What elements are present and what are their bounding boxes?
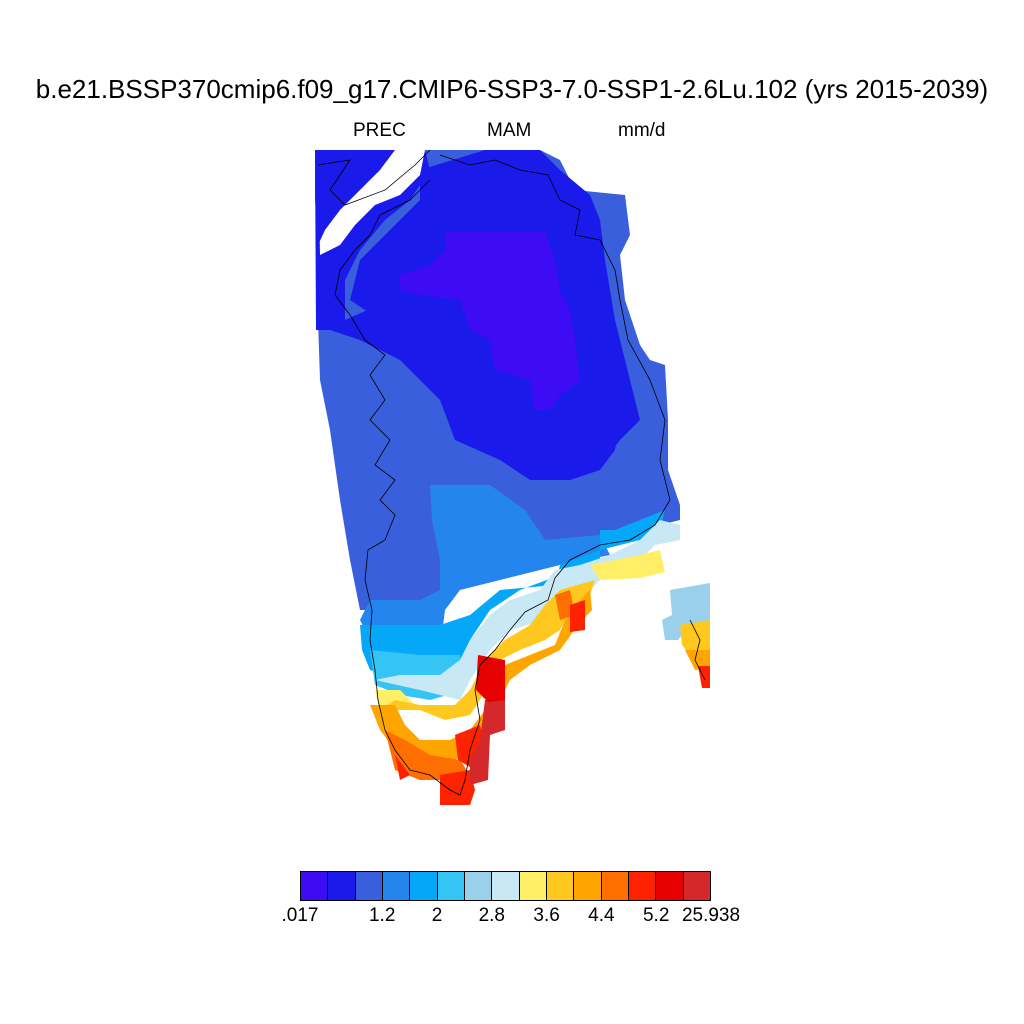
colorbar-tick-label: 5.2 bbox=[642, 905, 670, 926]
colorbar-tick-label: 2.8 bbox=[478, 905, 506, 926]
colorbar-box bbox=[355, 872, 383, 900]
colorbar-tick-label: 1.2 bbox=[368, 905, 396, 926]
units-label: mm/d bbox=[618, 120, 666, 141]
colorbar-box bbox=[519, 872, 547, 900]
map-region-level-14 bbox=[476, 655, 505, 702]
map-region-level-4 bbox=[360, 485, 610, 655]
colorbar-box bbox=[574, 872, 602, 900]
coastline bbox=[317, 149, 706, 796]
colorbar-box bbox=[492, 872, 520, 900]
colorbar-box bbox=[437, 872, 465, 900]
map-region-level-2c bbox=[315, 150, 395, 245]
map-region-level-5 bbox=[360, 510, 665, 685]
map-region-level-15 bbox=[470, 700, 505, 785]
plot-title: b.e21.BSSP370cmip6.f09_g17.CMIP6-SSP3-7.… bbox=[35, 74, 989, 104]
map-east-island-hot bbox=[685, 650, 710, 670]
colorbar-box bbox=[546, 872, 575, 900]
colorbar-tick-label: 25.938 bbox=[681, 905, 741, 926]
colorbar-box bbox=[656, 872, 684, 900]
colorbar-tick-label: 2 bbox=[431, 905, 443, 926]
colorbar-box bbox=[301, 872, 329, 900]
map-region-level-10 bbox=[380, 580, 595, 720]
colorbar-tick-label: 4.4 bbox=[588, 905, 615, 926]
colorbar-box bbox=[464, 872, 493, 900]
map-region-level-12 bbox=[385, 590, 575, 780]
map-east-island bbox=[662, 583, 710, 640]
colorbar-box bbox=[382, 872, 411, 900]
colorbar-box bbox=[601, 872, 629, 900]
colorbar-box bbox=[628, 872, 657, 900]
colorbar-box bbox=[410, 872, 438, 900]
season-label: MAM bbox=[487, 120, 532, 141]
colorbar-box bbox=[683, 872, 710, 900]
map-region-level-1 bbox=[400, 232, 580, 410]
colorbar bbox=[300, 871, 711, 901]
map-region-level-9 bbox=[375, 550, 665, 710]
colorbar-tick-label: .017 bbox=[281, 905, 319, 926]
map-east-island-warm bbox=[680, 620, 710, 655]
colorbar-tick-label: 3.6 bbox=[533, 905, 560, 926]
variable-label: PREC bbox=[353, 120, 406, 141]
colorbar-box bbox=[328, 872, 356, 900]
